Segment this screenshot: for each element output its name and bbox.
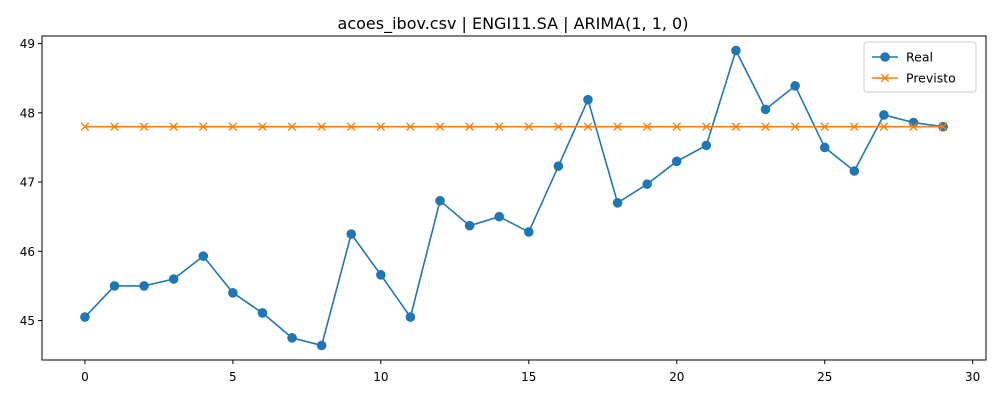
data-point-real <box>879 110 889 120</box>
series-layer <box>80 45 948 351</box>
data-point-previsto <box>820 122 830 131</box>
x-tick-label: 0 <box>81 370 89 384</box>
x-tick-label: 15 <box>521 370 536 384</box>
data-point-previsto <box>228 122 238 131</box>
series-line-real <box>84 49 944 347</box>
data-point-previsto <box>258 122 267 131</box>
data-point-previsto <box>317 122 326 131</box>
legend-item-real: Real <box>872 50 933 65</box>
data-point-real <box>346 229 357 239</box>
data-point-real <box>257 308 268 318</box>
plot-area <box>41 35 987 361</box>
data-point-previsto <box>524 122 534 131</box>
data-point-real <box>316 340 327 351</box>
data-point-previsto <box>139 122 149 131</box>
legend-swatch-marker <box>880 73 890 83</box>
data-point-previsto <box>494 122 504 131</box>
data-point-previsto <box>731 122 741 131</box>
legend-label: Real <box>906 50 933 65</box>
data-point-previsto <box>465 122 474 131</box>
data-point-real <box>405 312 416 322</box>
data-point-real <box>464 220 475 231</box>
y-tick-label: 46 <box>20 245 35 259</box>
x-tick-label: 20 <box>669 370 684 384</box>
data-point-real <box>198 251 209 261</box>
data-point-previsto <box>583 122 593 131</box>
data-point-previsto <box>879 122 889 131</box>
data-point-real <box>435 195 445 206</box>
data-point-previsto <box>169 122 178 131</box>
data-point-previsto <box>80 122 90 131</box>
legend-swatch-marker <box>880 52 890 62</box>
data-point-real <box>287 333 297 343</box>
data-point-previsto <box>909 122 918 131</box>
data-point-real <box>523 227 534 237</box>
data-point-previsto <box>287 122 297 131</box>
legend-item-previsto: Previsto <box>872 71 956 86</box>
y-tick-label: 45 <box>20 314 35 328</box>
data-point-previsto <box>642 122 652 131</box>
y-axis: 45 46 47 48 49 <box>20 37 42 328</box>
legend-box <box>863 41 977 93</box>
x-tick-label: 25 <box>817 370 832 384</box>
data-point-real <box>583 94 593 105</box>
data-point-real <box>228 288 238 298</box>
data-point-previsto <box>672 122 682 131</box>
series-real <box>80 45 948 351</box>
data-point-real <box>376 270 386 280</box>
data-point-previsto <box>613 122 622 131</box>
data-point-real <box>642 179 652 189</box>
series-previsto <box>80 122 948 131</box>
data-point-real <box>819 142 830 153</box>
data-point-previsto <box>346 122 356 131</box>
data-point-real <box>671 156 682 167</box>
data-point-previsto <box>198 122 208 131</box>
chart-title: acoes_ibov.csv | ENGI11.SA | ARIMA(1, 1,… <box>338 14 689 34</box>
x-tick-label: 5 <box>229 370 237 384</box>
data-point-previsto <box>938 122 948 131</box>
data-point-real <box>494 211 505 222</box>
data-point-previsto <box>376 122 386 131</box>
data-point-real <box>701 140 712 151</box>
data-point-real <box>760 104 771 115</box>
x-tick-label: 10 <box>373 370 388 384</box>
y-tick-label: 49 <box>20 37 35 51</box>
x-tick-label: 30 <box>965 370 980 384</box>
data-point-real <box>908 117 919 128</box>
data-point-previsto <box>435 122 445 131</box>
data-point-real <box>612 198 623 208</box>
data-point-previsto <box>761 122 770 131</box>
data-point-real <box>731 45 741 56</box>
data-point-previsto <box>790 122 800 131</box>
x-axis: 0 5 10 15 20 25 30 <box>81 360 980 384</box>
data-point-real <box>139 281 149 291</box>
data-point-previsto <box>406 122 415 131</box>
legend: Real Previsto <box>863 41 977 93</box>
data-point-previsto <box>702 122 711 131</box>
y-tick-label: 47 <box>20 176 35 190</box>
data-point-real <box>168 274 179 284</box>
y-tick-label: 48 <box>20 106 35 120</box>
data-point-previsto <box>850 122 859 131</box>
data-point-real <box>80 312 90 322</box>
data-point-previsto <box>554 122 563 131</box>
data-point-previsto <box>110 122 119 131</box>
data-point-real <box>109 281 120 291</box>
data-point-real <box>849 166 860 176</box>
data-point-real <box>553 161 564 171</box>
data-point-real <box>790 81 800 91</box>
legend-label: Previsto <box>906 71 956 86</box>
